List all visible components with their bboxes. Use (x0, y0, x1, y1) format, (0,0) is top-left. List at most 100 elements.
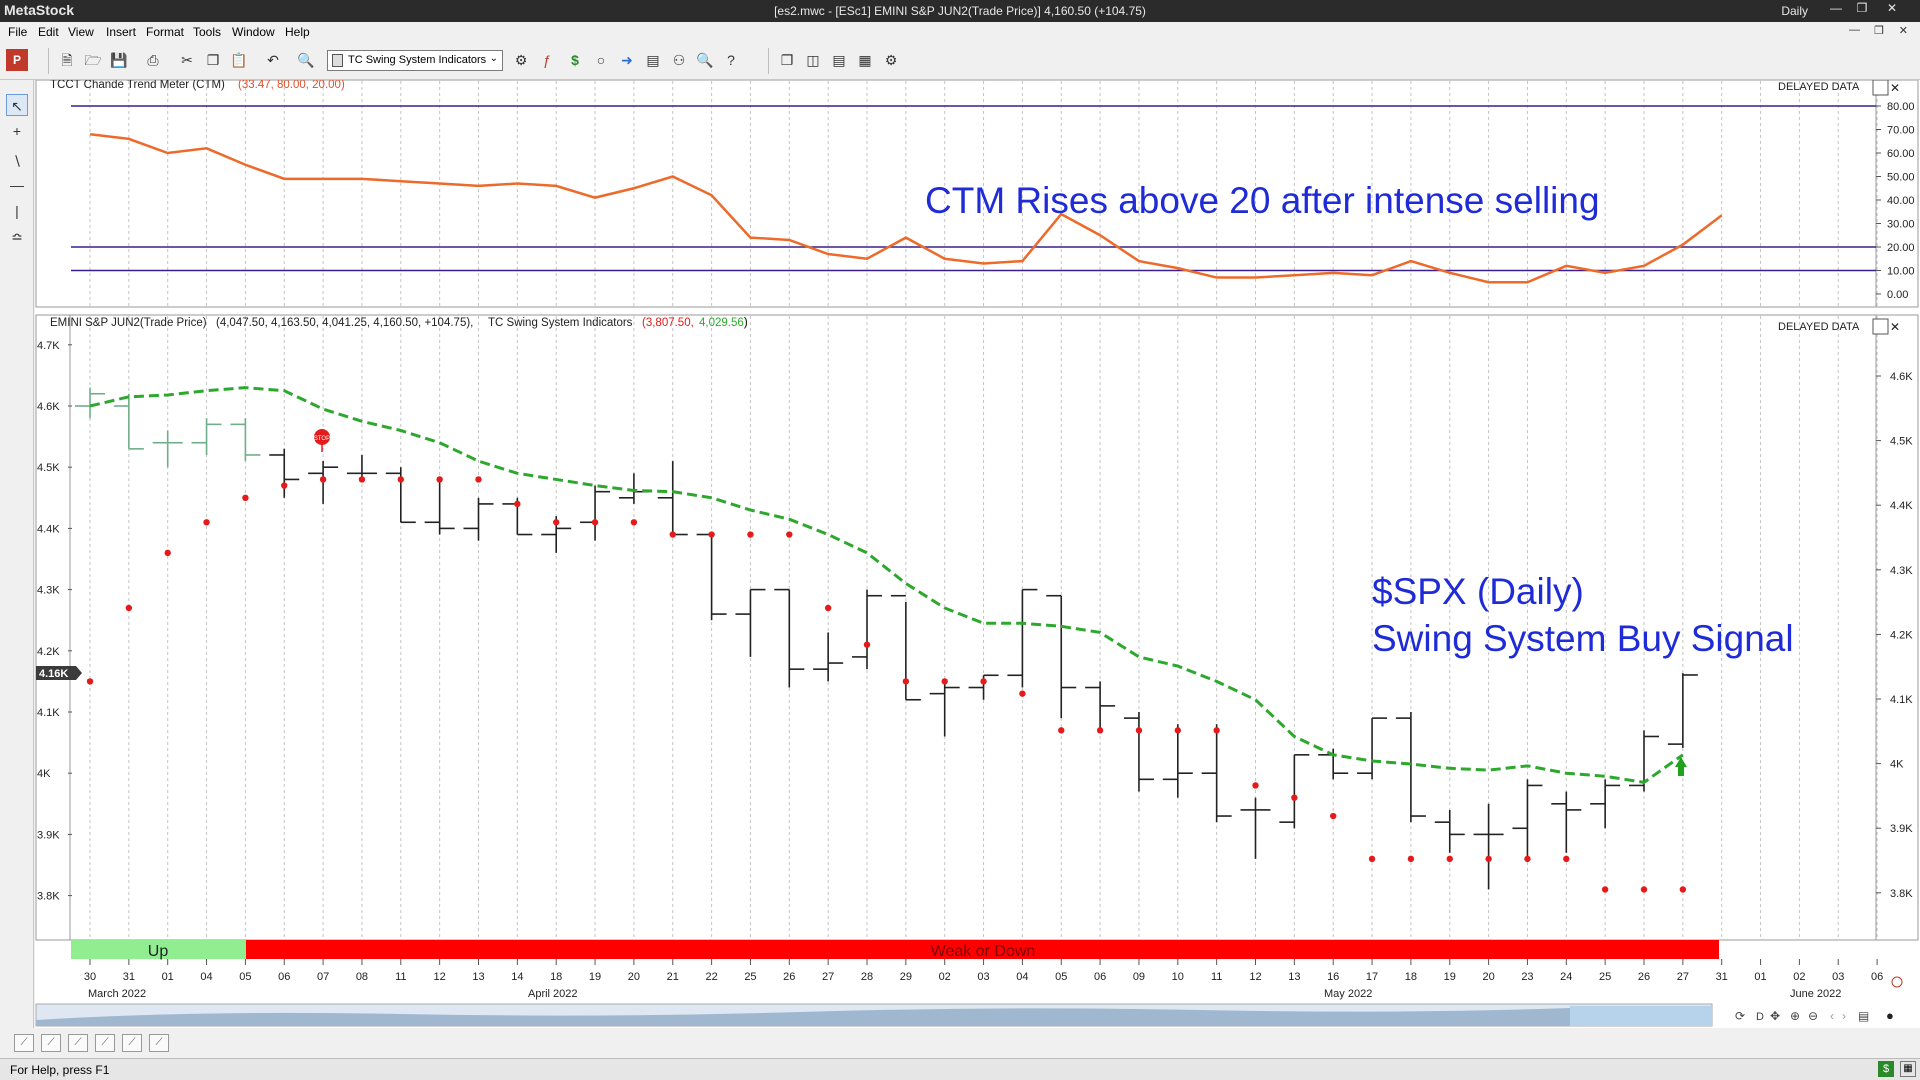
settings-icon[interactable]: ⚙ (884, 52, 898, 68)
scroll-right-icon[interactable]: › (1842, 1009, 1846, 1023)
open-icon[interactable]: 🗁 (84, 52, 102, 68)
scroll-left-icon[interactable]: ‹ (1830, 1009, 1834, 1023)
help-query-icon[interactable]: ? (727, 52, 735, 68)
date-tick-label: 11 (395, 971, 406, 983)
tile-horizontal-icon[interactable]: ▤ (832, 52, 846, 68)
chart-style-3-icon[interactable]: ⟋ (68, 1034, 88, 1052)
date-tick-label: 14 (511, 971, 523, 983)
close-button[interactable]: ✕ (1886, 1, 1898, 15)
drawing-toolbar: ↖ + ∖ — | ≏ (0, 80, 34, 1028)
price-close-icon[interactable]: ✕ (1890, 320, 1900, 334)
menu-edit[interactable]: Edit (38, 25, 59, 39)
date-tick-label: 13 (472, 971, 484, 983)
stop-dot (1135, 727, 1143, 734)
trendline-icon[interactable]: ∖ (12, 153, 22, 169)
zoom-icon[interactable]: 🔍 (297, 52, 315, 68)
calculator-icon[interactable]: ▦ (1900, 1061, 1916, 1077)
palette-icon[interactable]: ● (1886, 1008, 1894, 1023)
price-right-tick-label: 4.1K (1890, 694, 1913, 706)
paste-icon[interactable]: 📋 (230, 52, 248, 68)
power-console-icon[interactable]: P (6, 49, 28, 71)
date-tick-label: 18 (1405, 971, 1417, 983)
status-bar: For Help, press F1 $ ▦ (0, 1058, 1920, 1080)
month-label-june: June 2022 (1790, 988, 1841, 1000)
price-panel-ohlc: (4,047.50, 4,163.50, 4,041.25, 4,160.50,… (216, 317, 473, 329)
chart-style-4-icon[interactable]: ⟋ (95, 1034, 115, 1052)
ctm-close-icon[interactable]: ✕ (1890, 81, 1900, 95)
system-tester-icon[interactable]: ▤ (646, 52, 660, 68)
price-right-tick-label: 4.4K (1890, 500, 1913, 512)
stop-dot (747, 531, 754, 538)
date-tick-label: 06 (1871, 971, 1883, 983)
menu-window[interactable]: Window (232, 25, 275, 39)
menu-tools[interactable]: Tools (193, 25, 222, 39)
binoculars-icon[interactable]: ○ (596, 52, 606, 68)
chart-style-6-icon[interactable]: ⟋ (149, 1034, 169, 1052)
menu-insert[interactable]: Insert (106, 25, 137, 39)
expert-advisor-icon[interactable]: ⚙ (514, 52, 528, 68)
fibonacci-icon[interactable]: ≏ (11, 229, 23, 245)
zoom-out-icon[interactable]: ⊖ (1808, 1009, 1818, 1023)
stop-dot (1330, 812, 1337, 820)
copy-icon[interactable]: ❐ (206, 52, 220, 68)
date-tick-label: 04 (1016, 971, 1028, 983)
refresh-icon[interactable]: ⟳ (1735, 1009, 1745, 1023)
new-icon[interactable]: 🗎 (61, 52, 73, 68)
restore-button[interactable]: ❐ (1856, 1, 1868, 15)
ctm-annotation: CTM Rises above 20 after intense selling (925, 180, 1600, 221)
price-panel[interactable] (35, 314, 1919, 941)
menu-format[interactable]: Format (146, 25, 185, 39)
pointer-icon[interactable]: ↖ (6, 94, 28, 116)
arrow-right-icon[interactable]: ➜ (621, 52, 633, 68)
dollar-status-icon[interactable]: $ (1878, 1061, 1894, 1077)
buy-signal-arrow-icon (1675, 757, 1687, 776)
explorer-icon[interactable]: ⚇ (672, 52, 686, 68)
cascade-icon[interactable]: ❐ (780, 52, 794, 68)
indicator-select[interactable]: TC Swing System Indicators ⌄ (327, 50, 503, 71)
undo-icon[interactable]: ↶ (267, 52, 279, 68)
menu-view[interactable]: View (68, 25, 94, 39)
chart-style-1-icon[interactable]: ⟋ (14, 1034, 34, 1052)
crosshair-icon[interactable]: + (12, 123, 22, 139)
save-icon[interactable]: 💾 (110, 52, 128, 68)
date-tick-label: 20 (628, 971, 640, 983)
zoom-in-icon[interactable]: ⊕ (1790, 1009, 1800, 1023)
move-icon[interactable]: ✥ (1770, 1009, 1780, 1023)
print-icon[interactable]: ⎙ (147, 52, 159, 68)
date-tick-label: 09 (1133, 971, 1145, 983)
search-icon[interactable]: 🔍 (696, 52, 714, 68)
navigator-viewport[interactable] (1570, 1006, 1712, 1026)
tile-grid-icon[interactable]: ▦ (858, 52, 872, 68)
minimize-button[interactable]: — (1830, 1, 1842, 15)
period-d-button[interactable]: D (1756, 1011, 1764, 1023)
cut-icon[interactable]: ✂ (181, 52, 193, 68)
chart-style-5-icon[interactable]: ⟋ (122, 1034, 142, 1052)
axis-close-icon[interactable] (1891, 976, 1903, 988)
horizontal-line-icon[interactable]: — (10, 177, 24, 193)
vertical-line-icon[interactable]: | (15, 203, 19, 219)
chart-canvas[interactable]: TCCT Chande Trend Meter (CTM) (33.47, 80… (35, 79, 1920, 1028)
app-name: MetaStock (4, 2, 75, 18)
stop-dot (591, 519, 599, 526)
list-icon[interactable]: ▤ (1858, 1009, 1869, 1023)
mdi-minimize-icon[interactable]: — (1849, 24, 1860, 36)
menu-help[interactable]: Help (285, 25, 310, 39)
formula-icon[interactable]: ƒ (543, 52, 551, 68)
ctm-panel[interactable] (35, 79, 1919, 308)
tile-vertical-icon[interactable]: ◫ (806, 52, 820, 68)
last-price-badge-text: 4.16K (39, 668, 68, 680)
ctm-delayed-label: DELAYED DATA (1778, 81, 1860, 93)
dollar-icon[interactable]: $ (571, 52, 579, 68)
ctm-maximize-icon[interactable] (1872, 79, 1889, 96)
chart-style-2-icon[interactable]: ⟋ (41, 1034, 61, 1052)
mdi-close-icon[interactable]: ✕ (1898, 25, 1908, 37)
price-right-tick-label: 4.3K (1890, 565, 1913, 577)
ctm-tick-label: 50.00 (1887, 172, 1915, 184)
price-maximize-icon[interactable] (1872, 318, 1889, 335)
stop-dot (863, 641, 871, 648)
price-left-tick-label: 3.8K (37, 891, 60, 903)
menu-file[interactable]: File (8, 25, 28, 39)
mdi-restore-icon[interactable]: ❐ (1874, 25, 1884, 37)
date-tick-label: 31 (123, 971, 135, 983)
price-y-axes: 4.7K 4.6K 4.5K 4.4K 4.3K 4.2K 4.1K 4K 3.9K 3.8K 4.… (37, 340, 1913, 903)
